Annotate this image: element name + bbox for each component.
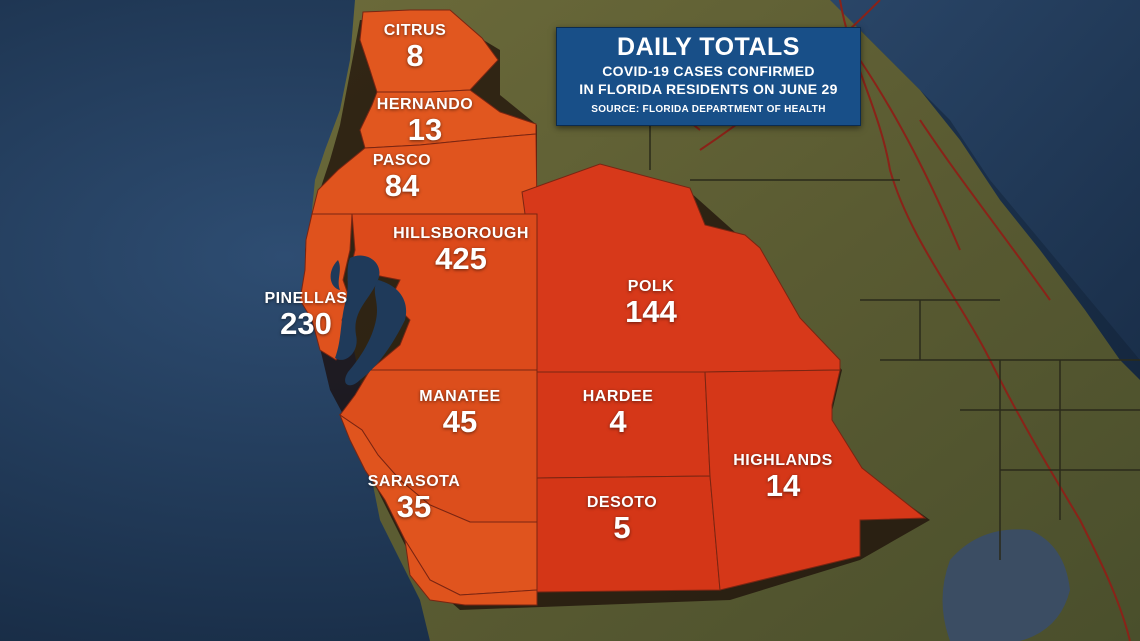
county-name: MANATEE bbox=[419, 388, 501, 405]
county-name: CITRUS bbox=[383, 22, 447, 39]
county-label-sarasota: SARASOTA 35 bbox=[368, 473, 461, 522]
case-count: 144 bbox=[625, 294, 677, 329]
title: DAILY TOTALS bbox=[617, 33, 800, 61]
county-name: SARASOTA bbox=[367, 473, 461, 490]
county-name: HIGHLANDS bbox=[733, 452, 833, 469]
case-count: 425 bbox=[435, 241, 487, 276]
case-count: 84 bbox=[384, 168, 420, 203]
county-label-pinellas: PINELLAS 230 bbox=[264, 290, 347, 339]
case-count: 45 bbox=[442, 404, 478, 439]
county-label-pasco: PASCO 84 bbox=[373, 152, 431, 201]
case-count: 4 bbox=[609, 404, 627, 439]
county-name: PINELLAS bbox=[264, 290, 348, 307]
county-label-polk: POLK 144 bbox=[625, 278, 677, 327]
county-name: POLK bbox=[627, 278, 675, 295]
county-label-desoto: DESOTO 5 bbox=[587, 494, 657, 543]
county-borders bbox=[649, 110, 1140, 560]
case-count: 13 bbox=[407, 112, 443, 147]
county-label-hernando: HERNANDO 13 bbox=[377, 96, 473, 145]
county-name: DESOTO bbox=[586, 494, 658, 511]
highlands-shape bbox=[704, 369, 927, 591]
subtitle-line-2: IN FLORIDA RESIDENTS ON JUNE 29 bbox=[579, 81, 838, 97]
county-name: PASCO bbox=[372, 152, 432, 169]
charlotte-edge-shape bbox=[404, 539, 538, 606]
inland-counties bbox=[521, 163, 927, 593]
county-label-citrus: CITRUS 8 bbox=[384, 22, 447, 71]
case-count: 230 bbox=[280, 306, 332, 341]
county-name: HERNANDO bbox=[376, 96, 474, 113]
case-count: 8 bbox=[406, 38, 424, 73]
county-label-hardee: HARDEE 4 bbox=[583, 388, 654, 437]
case-count: 35 bbox=[396, 489, 432, 524]
county-label-hillsborough: HILLSBOROUGH 425 bbox=[393, 225, 529, 274]
county-name: HILLSBOROUGH bbox=[393, 225, 529, 242]
county-label-highlands: HIGHLANDS 14 bbox=[733, 452, 833, 501]
county-name: HARDEE bbox=[582, 388, 654, 405]
county-label-manatee: MANATEE 45 bbox=[419, 388, 500, 437]
polk-shape bbox=[521, 163, 841, 373]
case-count: 5 bbox=[613, 510, 631, 545]
source-credit: SOURCE: FLORIDA DEPARTMENT OF HEALTH bbox=[591, 104, 826, 115]
tampa-bay bbox=[330, 255, 407, 386]
case-count: 14 bbox=[765, 468, 801, 503]
subtitle-line-1: COVID-19 CASES CONFIRMED bbox=[602, 63, 815, 79]
coastal-counties bbox=[299, 9, 538, 606]
lake-okeechobee bbox=[942, 529, 1070, 641]
atlantic-ocean bbox=[820, 0, 1140, 360]
title-box: DAILY TOTALS COVID-19 CASES CONFIRMED IN… bbox=[556, 27, 861, 126]
